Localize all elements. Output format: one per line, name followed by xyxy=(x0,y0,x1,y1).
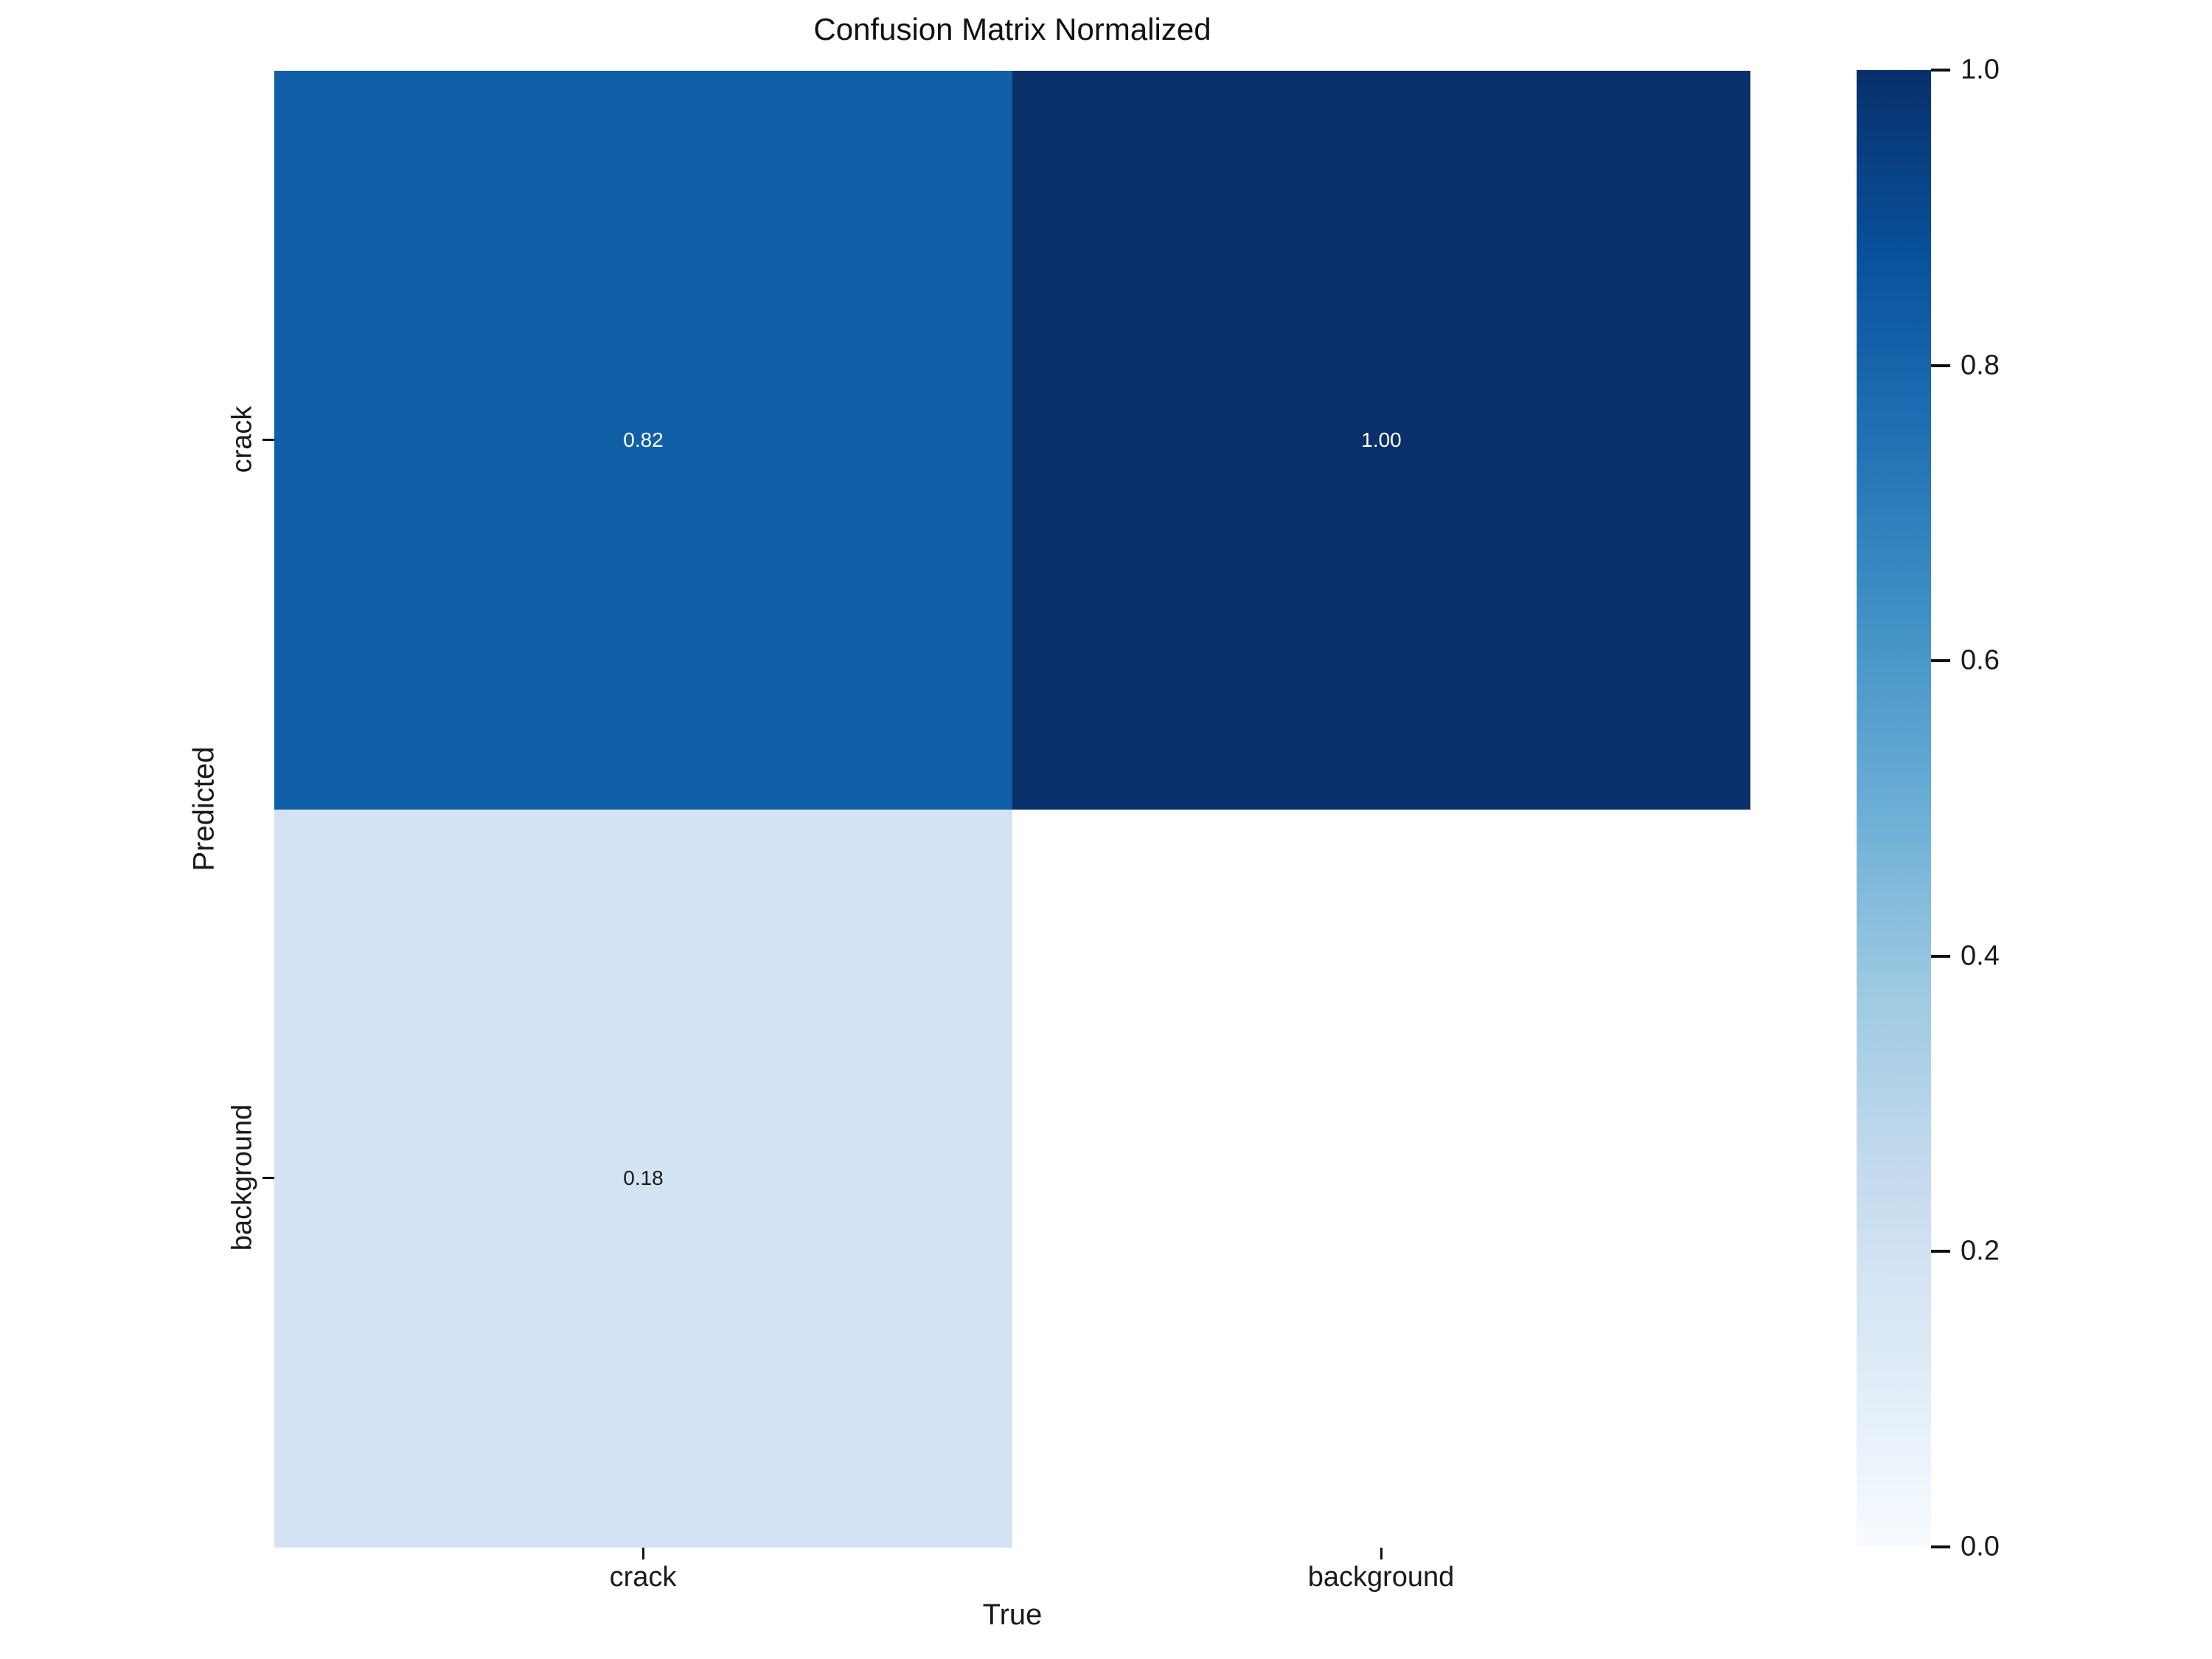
x-tick-label-background: background xyxy=(1307,1562,1455,1593)
colorbar xyxy=(1857,70,1931,1547)
colorbar-tick-mark xyxy=(1931,1250,1950,1253)
matrix-cell-background-crack: 0.18 xyxy=(274,809,1012,1548)
matrix-cell-background-background xyxy=(1012,809,1750,1548)
cell-value: 0.82 xyxy=(623,428,664,451)
colorbar-tick-label: 1.0 xyxy=(1961,54,2000,86)
colorbar-tick-mark xyxy=(1931,955,1950,958)
matrix-cell-crack-background: 1.00 xyxy=(1012,71,1750,810)
colorbar-tick-mark xyxy=(1931,364,1950,367)
x-axis-label: True xyxy=(982,1599,1043,1631)
chart-title: Confusion Matrix Normalized xyxy=(813,12,1211,46)
y-tick-label-crack: crack xyxy=(226,406,258,473)
colorbar-tick-label: 0.8 xyxy=(1961,349,2000,381)
cell-value: 0.18 xyxy=(623,1166,664,1190)
colorbar-tick-label: 0.4 xyxy=(1961,940,2000,972)
y-tick-label-background: background xyxy=(226,1104,258,1251)
x-tick-label-crack: crack xyxy=(609,1562,677,1593)
y-tick-mark-crack xyxy=(262,439,274,441)
colorbar-tick-mark xyxy=(1931,1545,1950,1548)
heatmap-grid: 0.82 1.00 0.18 xyxy=(274,71,1750,1548)
y-axis-label: Predicted xyxy=(187,746,220,872)
x-tick-mark-background xyxy=(1380,1548,1382,1559)
matrix-cell-crack-crack: 0.82 xyxy=(274,71,1012,810)
colorbar-tick-label: 0.0 xyxy=(1961,1531,2000,1562)
y-tick-mark-background xyxy=(262,1177,274,1179)
colorbar-tick-mark xyxy=(1931,69,1950,72)
colorbar-tick-mark xyxy=(1931,659,1950,662)
cell-value: 1.00 xyxy=(1361,428,1402,451)
x-tick-mark-crack xyxy=(642,1548,644,1559)
colorbar-tick-label: 0.2 xyxy=(1961,1235,2000,1267)
colorbar-tick-label: 0.6 xyxy=(1961,644,2000,676)
